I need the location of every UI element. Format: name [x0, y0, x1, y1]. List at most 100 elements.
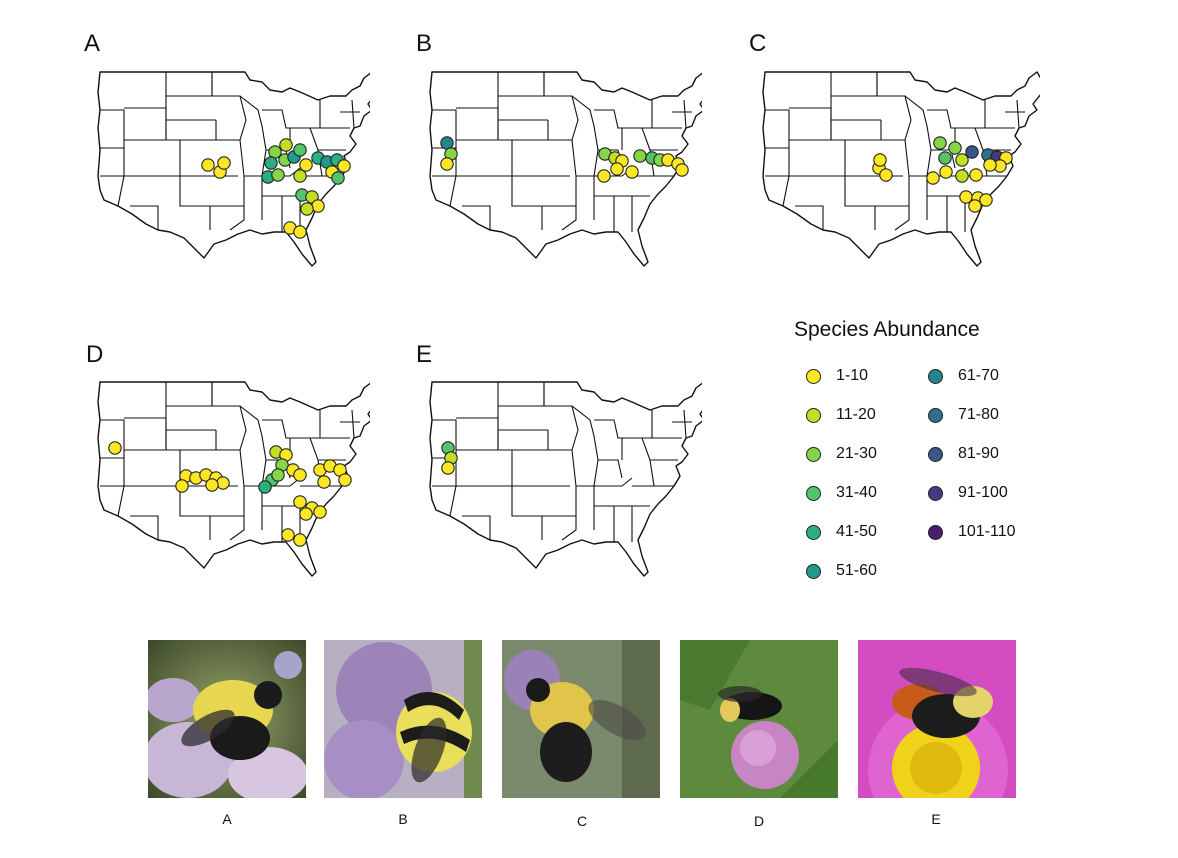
- state-border: [432, 419, 457, 459]
- map-panel-e: [429, 381, 702, 577]
- bee-photo-d: [680, 640, 838, 798]
- state-border: [877, 95, 912, 141]
- state-border: [130, 515, 159, 540]
- state-border: [117, 175, 125, 207]
- legend-swatch: [928, 408, 943, 423]
- state-border: [462, 515, 491, 540]
- occurrence-point: [939, 165, 953, 179]
- legend-swatch: [928, 369, 943, 384]
- state-border: [498, 430, 549, 451]
- legend-label: 71-80: [958, 406, 999, 423]
- state-border: [124, 450, 181, 487]
- legend-title: Species Abundance: [794, 318, 980, 341]
- occurrence-point: [271, 168, 285, 182]
- state-border: [262, 419, 290, 439]
- occurrence-point: [337, 159, 351, 173]
- state-border: [289, 127, 319, 151]
- legend-label: 51-60: [836, 562, 877, 579]
- legend-swatch: [928, 525, 943, 540]
- state-border: [904, 95, 932, 177]
- state-border: [598, 459, 623, 479]
- legend-swatch: [806, 447, 821, 462]
- state-border: [795, 205, 824, 230]
- occurrence-point: [313, 505, 327, 519]
- state-border: [1016, 99, 1020, 129]
- photo-caption-c: C: [576, 813, 588, 829]
- occurrence-point: [926, 171, 940, 185]
- occurrence-point: [610, 162, 624, 176]
- photo-caption-b: B: [398, 811, 408, 827]
- state-border: [498, 120, 549, 141]
- state-border: [683, 99, 687, 129]
- legend-swatch: [806, 564, 821, 579]
- legend-label: 61-70: [958, 367, 999, 384]
- state-border: [511, 176, 543, 230]
- occurrence-point: [625, 165, 639, 179]
- state-border: [179, 486, 211, 540]
- state-border: [212, 95, 247, 141]
- occurrence-point: [271, 468, 285, 482]
- occurrence-point: [969, 168, 983, 182]
- state-border: [765, 148, 790, 177]
- legend-swatch: [928, 447, 943, 462]
- legend-label: 81-90: [958, 445, 999, 462]
- state-border: [179, 176, 211, 230]
- state-border: [548, 449, 577, 487]
- occurrence-point: [293, 169, 307, 183]
- state-border: [351, 409, 355, 439]
- state-border: [124, 140, 181, 177]
- state-border: [511, 486, 543, 540]
- state-border: [229, 486, 245, 541]
- panel-label-e: E: [416, 341, 433, 368]
- state-border: [498, 72, 545, 97]
- map-panel-c: [762, 71, 1040, 267]
- state-border: [456, 417, 499, 451]
- occurrence-point: [175, 479, 189, 493]
- legend-label: 21-30: [836, 445, 877, 462]
- state-border: [789, 107, 832, 141]
- state-border: [765, 109, 790, 149]
- state-border: [954, 127, 984, 151]
- occurrence-point: [293, 468, 307, 482]
- occurrence-point: [955, 153, 969, 167]
- bee-photo-b: [324, 640, 482, 798]
- us-state-map: [97, 381, 370, 577]
- state-border: [844, 176, 876, 230]
- photo-caption-e: E: [931, 811, 941, 827]
- state-border: [117, 485, 125, 517]
- occurrence-point: [108, 441, 122, 455]
- map-panel-a: [97, 71, 370, 267]
- state-border: [571, 95, 599, 177]
- bee-photo-e: [858, 640, 1016, 798]
- state-border: [130, 205, 159, 230]
- occurrence-point: [948, 141, 962, 155]
- state-border: [561, 486, 577, 541]
- state-border: [561, 176, 577, 231]
- occurrence-point: [933, 136, 947, 150]
- state-border: [100, 148, 125, 177]
- state-border: [166, 382, 213, 407]
- occurrence-point: [279, 138, 293, 152]
- abundance-legend: Species Abundance 1-10 11-20 21-30 31-40 41-…: [794, 318, 1094, 588]
- occurrence-point: [968, 199, 982, 213]
- country-outline: [429, 71, 702, 267]
- occurrence-point: [440, 157, 454, 171]
- us-state-map: [429, 381, 702, 577]
- state-border: [621, 437, 651, 461]
- state-border: [166, 72, 213, 97]
- occurrence-point: [281, 528, 295, 542]
- occurrence-point: [597, 169, 611, 183]
- legend-label: 31-40: [836, 484, 877, 501]
- state-border: [239, 405, 267, 487]
- occurrence-point: [293, 225, 307, 239]
- occurrence-point: [293, 143, 307, 157]
- occurrence-point: [879, 168, 893, 182]
- state-border: [456, 140, 513, 177]
- state-border: [449, 175, 457, 207]
- state-border: [621, 127, 651, 151]
- legend-swatch: [806, 408, 821, 423]
- bee-photo-c: [502, 640, 660, 798]
- state-border: [831, 72, 878, 97]
- state-border: [456, 107, 499, 141]
- occurrence-point: [338, 473, 352, 487]
